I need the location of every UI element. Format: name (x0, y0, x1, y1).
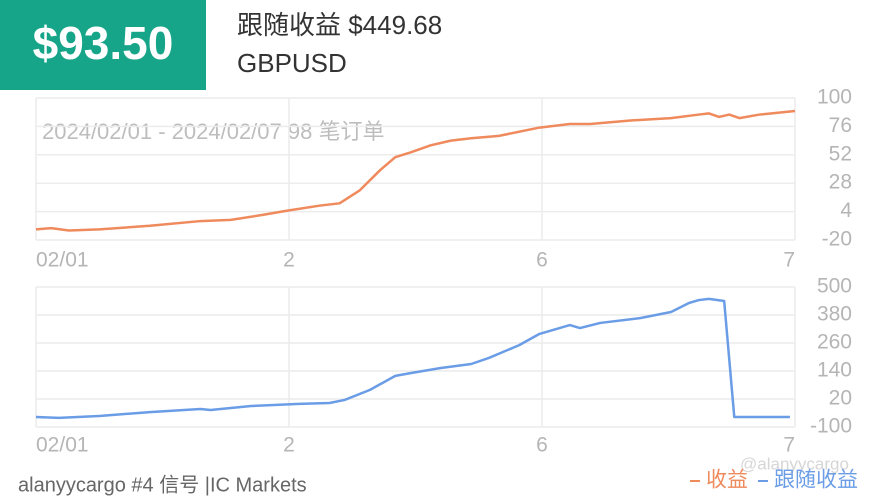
follow-profit: 跟随收益 $449.68 (237, 10, 442, 40)
account: alanyycargo #4 信号 |IC Markets (18, 473, 307, 496)
y-tick-label: 100 (817, 86, 852, 109)
x-tick-label: 7 (783, 434, 795, 457)
y-tick-label: 20 (829, 387, 852, 410)
x-tick-label: 7 (783, 249, 795, 272)
date-range: 2024/02/01 - 2024/02/07 98 笔订单 (42, 119, 384, 144)
y-tick-label: 500 (817, 275, 852, 298)
line (35, 109, 796, 232)
x-tick-label: 2 (283, 434, 295, 457)
y-tick-label: 28 (829, 171, 852, 194)
y-tick-label: 380 (817, 303, 852, 326)
legend-label: 跟随收益 (774, 469, 858, 492)
x-tick-label: 02/01 (36, 434, 89, 457)
x-tick-label: 6 (536, 249, 548, 272)
legend-label: 收益 (706, 469, 748, 492)
amount: $93.50 (33, 17, 174, 69)
x-tick-label: 6 (536, 434, 548, 457)
y-tick-label: -20 (822, 228, 852, 251)
y-tick-label: -100 (810, 415, 852, 438)
amount-badge (0, 0, 206, 90)
line (35, 297, 790, 420)
y-tick-label: 52 (829, 142, 852, 165)
y-tick-label: 140 (817, 359, 852, 382)
watermark: @alanyycargo (740, 454, 849, 473)
legend: 收益 跟随收益 (690, 469, 858, 492)
x-tick-label: 02/01 (36, 249, 89, 272)
symbol: GBPUSD (237, 48, 347, 78)
y-tick-label: 4 (840, 199, 852, 222)
x-tick-label: 2 (283, 249, 295, 272)
y-tick-label: 260 (817, 331, 852, 354)
y-tick-label: 76 (829, 114, 852, 137)
